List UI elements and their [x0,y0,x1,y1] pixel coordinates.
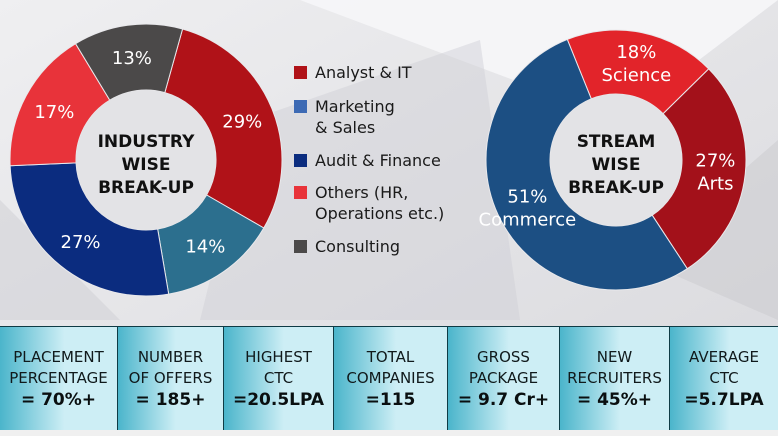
stat-value: =5.7LPA [684,390,764,410]
stat-value: = 9.7 Cr+ [457,390,550,410]
stat-label: NUMBER OF OFFERS [128,348,213,387]
stat-gross-package: GROSS PACKAGE = 9.7 Cr+ [448,327,560,431]
stat-average-ctc: AVERAGE CTC =5.7LPA [670,327,778,431]
donut-title-line: WISE [592,155,641,175]
legend-label-consulting: Consulting [315,237,401,256]
legend-item-others: Others (HR, Operations etc.) [294,182,444,224]
legend-label-analyst-it: Analyst & IT [315,63,412,82]
legend-swatch-others [294,186,307,199]
slice-label-analyst-it: 29% [222,112,262,133]
slice-sublabel-commerce: Commerce [479,209,577,230]
donut-center [76,90,216,230]
legend-swatch-audit-finance [294,154,307,167]
donut-title-line: BREAK-UP [568,178,664,198]
legend-label-others: Others (HR, Operations etc.) [315,183,445,223]
stream-donut: 18%Science 27%Arts 51%Commerce STREAM WISE BR… [479,29,747,291]
slice-label-arts: 27% [695,151,735,172]
legend-item-analyst-it: Analyst & IT [294,62,412,83]
stat-highest-ctc: HIGHEST CTC =20.5LPA [224,327,334,431]
legend-swatch-marketing-sales [294,100,307,113]
legend-label-audit-finance: Audit & Finance [315,151,441,170]
stat-placement-percentage: PLACEMENT PERCENTAGE = 70%+ [0,327,118,431]
stat-new-recruiters: NEW RECRUITERS = 45%+ [560,327,670,431]
donut-title-line: STREAM [577,132,656,152]
donut-title-line: WISE [122,155,171,175]
stat-label: PLACEMENT PERCENTAGE [9,348,108,387]
industry-donut: 29% 14% 27% 17% 13% INDUSTRY WISE BREAK-UP [9,23,283,297]
stat-label: GROSS PACKAGE [468,348,539,387]
bottom-strip [0,430,778,436]
stat-value: = 70%+ [20,390,97,410]
legend-item-consulting: Consulting [294,236,400,257]
slice-label-others: 17% [34,102,74,123]
slice-label-consulting: 13% [112,48,152,69]
slice-sublabel-science: Science [601,65,671,86]
slice-label-science: 18% [616,42,656,63]
legend-item-audit-finance: Audit & Finance [294,150,441,171]
legend-label-marketing-sales: Marketing & Sales [315,97,395,137]
stat-total-companies: TOTAL COMPANIES =115 [334,327,448,431]
stat-value: = 185+ [135,390,206,410]
stat-value: = 45%+ [576,390,653,410]
legend-item-marketing-sales: Marketing & Sales [294,96,395,138]
legend-swatch-consulting [294,240,307,253]
slice-label-audit-finance: 27% [61,232,101,253]
stat-label: TOTAL COMPANIES [346,348,435,387]
slice-audit-finance [9,162,170,297]
donut-center [550,94,682,226]
slice-sublabel-arts: Arts [697,174,733,195]
stat-label: HIGHEST CTC [245,348,312,387]
stat-label: NEW RECRUITERS [567,348,662,387]
stats-bar: PLACEMENT PERCENTAGE = 70%+ NUMBER OF OF… [0,326,778,431]
slice-label-commerce: 51% [507,186,547,207]
stat-label: AVERAGE CTC [689,348,759,387]
donut-title-line: BREAK-UP [98,178,194,198]
stat-value: =20.5LPA [232,390,325,410]
slice-label-marketing-sales: 14% [185,236,225,257]
legend-swatch-analyst-it [294,66,307,79]
donut-title-line: INDUSTRY [98,132,195,152]
stat-value: =115 [365,390,416,410]
stat-number-of-offers: NUMBER OF OFFERS = 185+ [118,327,224,431]
